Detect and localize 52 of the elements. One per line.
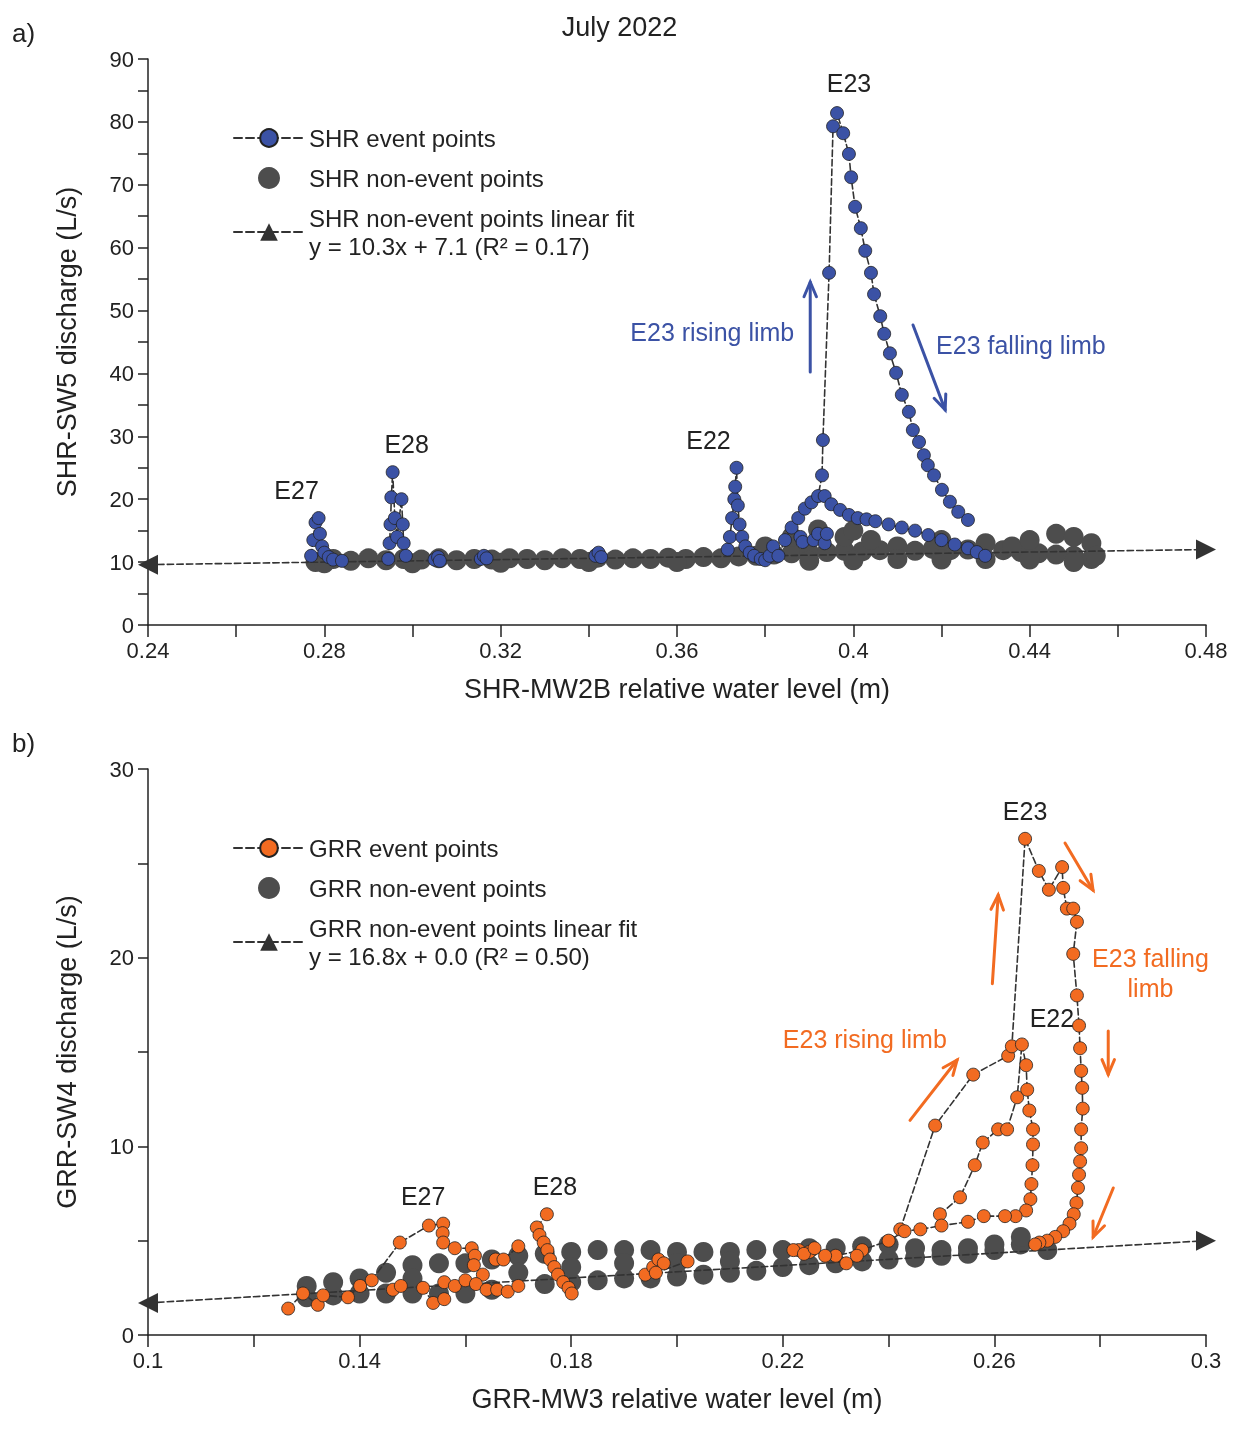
y-tick-label: 60 <box>109 235 134 261</box>
y-tick-label: 10 <box>109 1133 134 1159</box>
legend-label: SHR non-event points linear fit y = 10.3x + 7.1 (R² = 0.17) <box>309 204 635 260</box>
y-tick-label: 30 <box>109 756 134 782</box>
x-tick-label: 0.26 <box>972 1347 1016 1373</box>
x-tick-label: 0.14 <box>338 1347 382 1373</box>
x-tick-label: 0.1 <box>132 1347 164 1373</box>
y-tick-label: 80 <box>109 109 134 135</box>
legend-label: SHR event points <box>309 124 496 152</box>
x-tick-label: 0.22 <box>761 1347 805 1373</box>
y-axis-title: SHR-SW5 discharge (L/s) <box>51 186 82 498</box>
chart-title: July 2022 <box>561 11 678 42</box>
text: a) <box>12 18 36 48</box>
x-tick-label: 0.18 <box>549 1347 593 1373</box>
annotation: E23 rising limb <box>782 1024 947 1053</box>
annotation: E27 <box>274 476 319 505</box>
x-tick-label: 0.44 <box>1008 637 1052 663</box>
y-tick-label: 20 <box>109 486 134 512</box>
annotation: E23 <box>1002 796 1048 825</box>
y-tick-label: 70 <box>109 172 134 198</box>
y-tick-label: 50 <box>109 298 134 324</box>
y-tick-label: 20 <box>109 945 134 971</box>
legend-label: GRR non-event points <box>309 874 547 902</box>
annotation: E27 <box>400 1181 446 1210</box>
x-tick-label: 0.32 <box>479 637 523 663</box>
annotation: E22 <box>1029 1004 1075 1033</box>
annotation: E23 falling limb <box>936 331 1106 360</box>
legend-label: GRR event points <box>309 834 499 862</box>
x-tick-label: 0.28 <box>302 637 346 663</box>
annotation: E28 <box>384 430 429 459</box>
legend-label: SHR non-event points <box>309 164 544 192</box>
annotation: E23 falling limb <box>1092 943 1209 1002</box>
x-axis-title: GRR-MW3 relative water level (m) <box>471 1383 883 1414</box>
y-tick-label: 90 <box>109 46 134 72</box>
annotation: E28 <box>532 1172 578 1201</box>
legend-label: GRR non-event points linear fit y = 16.8x + 0.0 (R² = 0.50) <box>309 914 638 970</box>
y-tick-label: 30 <box>109 423 134 449</box>
y-tick-label: 40 <box>109 360 134 386</box>
annotation: E22 <box>686 425 731 454</box>
y-tick-label: 0 <box>121 612 134 638</box>
x-tick-label: 0.3 <box>1190 1347 1222 1373</box>
y-axis-title: GRR-SW4 discharge (L/s) <box>51 895 82 1209</box>
x-tick-label: 0.24 <box>126 637 170 663</box>
y-tick-label: 0 <box>121 1322 134 1348</box>
x-tick-label: 0.48 <box>1184 637 1228 663</box>
annotation: E23 <box>826 69 872 98</box>
x-tick-label: 0.4 <box>838 637 869 663</box>
text: b) <box>12 728 36 758</box>
x-tick-label: 0.36 <box>655 637 699 663</box>
x-axis-title: SHR-MW2B relative water level (m) <box>463 673 891 704</box>
annotation: E23 rising limb <box>630 317 795 346</box>
y-tick-label: 10 <box>109 549 134 575</box>
